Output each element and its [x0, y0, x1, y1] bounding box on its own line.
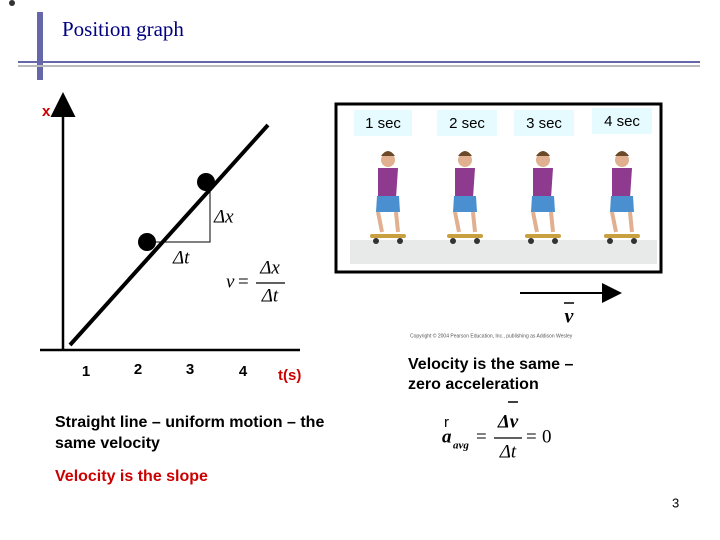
point: [138, 233, 156, 251]
formula-equals: =: [526, 426, 537, 447]
formula-denominator: Δt: [499, 441, 517, 462]
formula-numerator: Δx: [259, 257, 280, 278]
header-bar: [37, 12, 43, 80]
caption-right: zero acceleration: [408, 376, 539, 393]
position-line: [68, 123, 270, 347]
floor: [350, 240, 657, 264]
formula-stray: r: [444, 414, 449, 431]
x-tick-label: 3: [186, 361, 194, 378]
label-bg: [437, 110, 497, 136]
formula-result: 0: [542, 426, 552, 447]
label-bg: [592, 108, 652, 134]
slope-triangle: [147, 182, 211, 243]
x-tick-label: 1: [82, 363, 90, 380]
caption-right: Velocity is the same –: [408, 356, 574, 373]
label-bg: [514, 110, 574, 136]
y-axis-label: x: [42, 103, 51, 120]
time-label: 1 sec: [365, 115, 401, 132]
delta-t: Δt: [172, 247, 190, 268]
formula-lhs: v: [226, 271, 235, 292]
time-label: 4 sec: [604, 113, 640, 130]
formula-numerator: Δv: [497, 411, 519, 432]
page-number: 3: [672, 495, 679, 510]
formula-subscript: avg: [453, 440, 469, 452]
delta-x: Δx: [213, 206, 234, 227]
skater: [9, 0, 15, 6]
time-label: 2 sec: [449, 115, 485, 132]
formula-lhs: a: [442, 426, 452, 447]
x-axis-label: t(s): [278, 367, 301, 384]
x-tick-label: 2: [134, 361, 142, 378]
copyright: Copyright © 2004 Pearson Education, Inc.…: [410, 332, 573, 339]
title: Position graph: [62, 17, 184, 41]
caption-left: same velocity: [55, 435, 160, 452]
x-tick-label: 4: [239, 363, 248, 380]
time-labels: 1 sec 2 sec 3 sec 4 sec: [354, 108, 652, 136]
label-bg: [354, 110, 412, 136]
time-label: 3 sec: [526, 115, 562, 132]
formula-equals: =: [476, 426, 487, 447]
caption-left: Straight line – uniform motion – the: [55, 414, 324, 431]
slope-note: Velocity is the slope: [55, 468, 208, 485]
velocity-symbol: v: [565, 306, 575, 328]
formula-equals: =: [238, 271, 249, 292]
formula-denominator: Δt: [261, 285, 279, 306]
point: [197, 173, 215, 191]
